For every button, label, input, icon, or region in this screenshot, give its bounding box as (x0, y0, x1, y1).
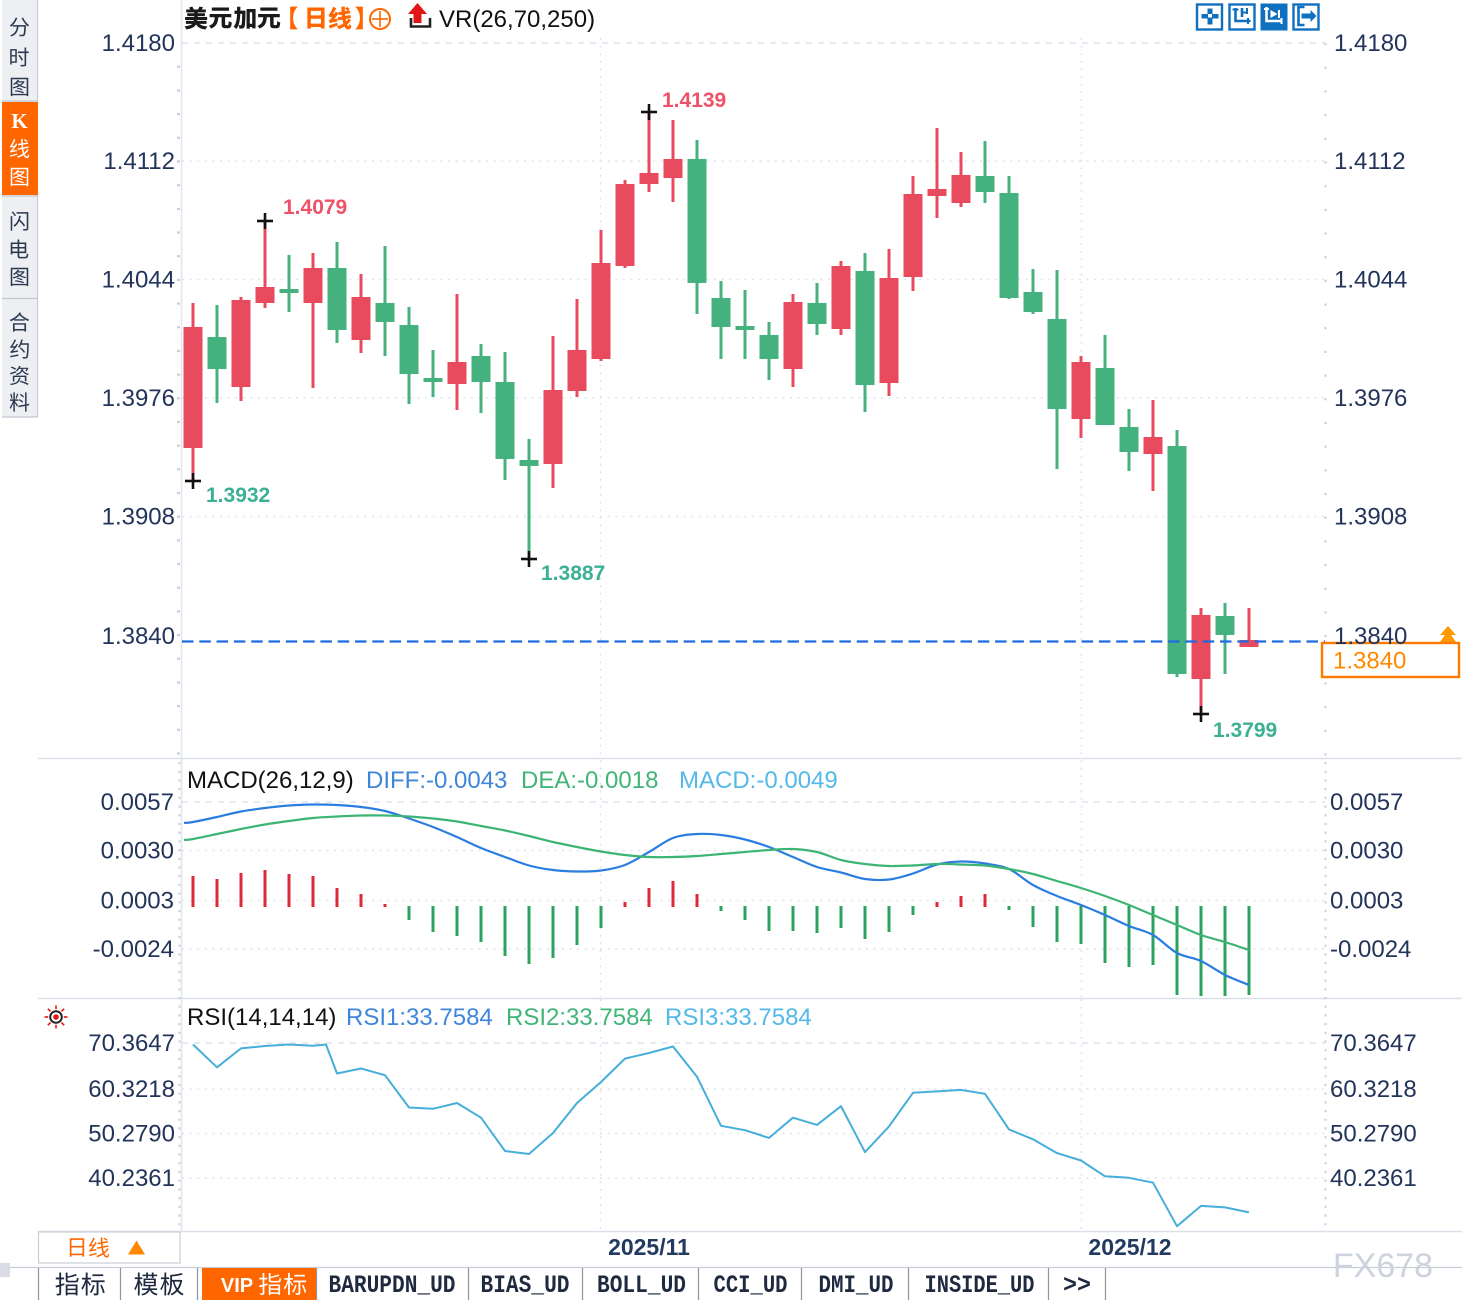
svg-text:70.3647: 70.3647 (88, 1030, 175, 1057)
svg-text:1.4139: 1.4139 (662, 89, 726, 112)
svg-text:VIP: VIP (221, 1275, 253, 1297)
svg-text:DIFF:-0.0043: DIFF:-0.0043 (366, 767, 507, 794)
svg-text:K: K (11, 109, 28, 133)
svg-text:0.0057: 0.0057 (1330, 789, 1403, 816)
svg-text:VR(26,70,250): VR(26,70,250) (439, 6, 595, 33)
svg-text:0.0003: 0.0003 (1330, 888, 1403, 915)
svg-text:0.0003: 0.0003 (101, 888, 174, 915)
svg-text:1.4180: 1.4180 (1334, 30, 1407, 57)
svg-text:CCI_UD: CCI_UD (714, 1271, 788, 1300)
svg-text:1.4180: 1.4180 (102, 30, 175, 57)
svg-text:RSI3:33.7584: RSI3:33.7584 (665, 1004, 812, 1031)
svg-text:1.3840: 1.3840 (102, 623, 175, 650)
svg-text:0.0030: 0.0030 (1330, 838, 1403, 865)
svg-text:-0.0024: -0.0024 (93, 936, 174, 963)
svg-text:RSI(14,14,14): RSI(14,14,14) (187, 1004, 336, 1031)
svg-text:1.4079: 1.4079 (283, 196, 347, 219)
svg-text:INSIDE_UD: INSIDE_UD (925, 1271, 1035, 1300)
svg-text:>>: >> (1063, 1271, 1091, 1300)
svg-text:40.2361: 40.2361 (88, 1165, 175, 1192)
svg-text:0.0030: 0.0030 (101, 838, 174, 865)
svg-text:1.4112: 1.4112 (103, 148, 175, 175)
svg-text:60.3218: 60.3218 (1330, 1076, 1417, 1103)
svg-text:BOLL_UD: BOLL_UD (597, 1271, 686, 1300)
svg-text:1.4112: 1.4112 (1334, 148, 1406, 175)
svg-text:1.3840: 1.3840 (1333, 648, 1406, 675)
svg-text:1.4044: 1.4044 (1334, 267, 1407, 294)
svg-text:0.0057: 0.0057 (101, 789, 174, 816)
svg-text:40.2361: 40.2361 (1330, 1165, 1417, 1192)
svg-text:1.3908: 1.3908 (1334, 504, 1407, 531)
svg-text:2025/12: 2025/12 (1088, 1234, 1171, 1260)
svg-text:BIAS_UD: BIAS_UD (481, 1271, 570, 1300)
svg-text:1.3887: 1.3887 (541, 562, 605, 585)
svg-text:BARUPDN_UD: BARUPDN_UD (329, 1271, 456, 1300)
svg-text:1.3976: 1.3976 (102, 385, 175, 412)
svg-text:MACD:-0.0049: MACD:-0.0049 (679, 767, 838, 794)
svg-text:60.3218: 60.3218 (88, 1076, 175, 1103)
svg-text:70.3647: 70.3647 (1330, 1030, 1417, 1057)
svg-text:1.3840: 1.3840 (1334, 623, 1407, 650)
svg-text:DEA:-0.0018: DEA:-0.0018 (521, 767, 658, 794)
svg-text:50.2790: 50.2790 (88, 1121, 175, 1148)
svg-text:-0.0024: -0.0024 (1330, 936, 1411, 963)
svg-text:FX678: FX678 (1333, 1247, 1433, 1285)
svg-text:1.3976: 1.3976 (1334, 385, 1407, 412)
svg-text:RSI1:33.7584: RSI1:33.7584 (346, 1004, 493, 1031)
svg-text:50.2790: 50.2790 (1330, 1121, 1417, 1148)
svg-text:MACD(26,12,9): MACD(26,12,9) (187, 767, 354, 794)
svg-text:1.4044: 1.4044 (102, 267, 175, 294)
svg-text:2025/11: 2025/11 (608, 1234, 690, 1260)
svg-text:1.3799: 1.3799 (1213, 719, 1277, 742)
svg-text:DMI_UD: DMI_UD (819, 1271, 894, 1300)
svg-text:RSI2:33.7584: RSI2:33.7584 (506, 1004, 653, 1031)
svg-text:1.3908: 1.3908 (102, 504, 175, 531)
svg-text:1.3932: 1.3932 (206, 484, 270, 507)
